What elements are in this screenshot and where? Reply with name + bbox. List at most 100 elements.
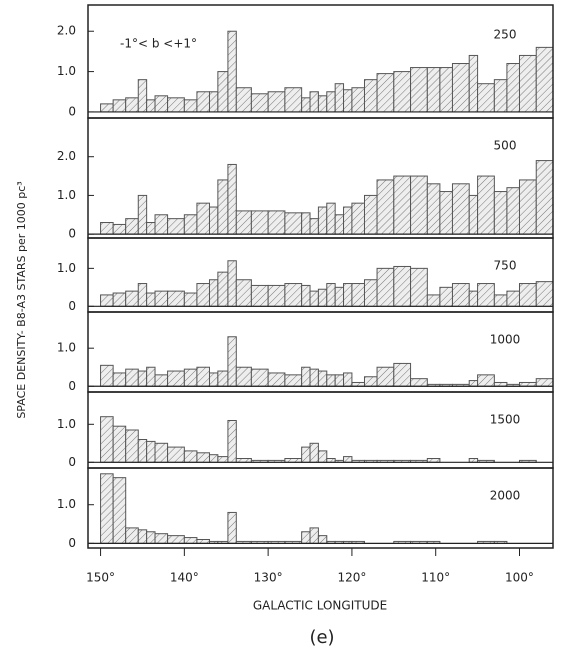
bar — [351, 87, 365, 113]
bar — [146, 440, 156, 463]
bar — [343, 283, 353, 307]
bar — [208, 279, 219, 307]
bar — [493, 79, 508, 113]
y-tick-label: 1.0 — [57, 341, 76, 355]
bar — [468, 290, 479, 307]
bar — [535, 281, 554, 307]
y-tick-label: 0 — [68, 455, 76, 469]
bar — [146, 99, 156, 113]
bar — [426, 183, 441, 235]
bar — [376, 366, 395, 387]
bar — [284, 374, 303, 387]
bar — [309, 290, 319, 307]
bar — [146, 292, 156, 307]
bar — [301, 212, 311, 235]
bar — [112, 223, 127, 235]
x-tick-label: 150° — [86, 571, 115, 585]
bar — [410, 67, 428, 113]
bar — [267, 372, 286, 387]
bar — [154, 374, 169, 387]
bar — [227, 420, 237, 463]
bar — [317, 370, 328, 387]
bar — [227, 163, 237, 235]
bar — [146, 222, 156, 235]
bar — [112, 372, 127, 387]
bar — [227, 260, 237, 307]
bar — [125, 527, 139, 544]
bar — [317, 450, 328, 463]
bar — [284, 283, 303, 307]
bar — [196, 366, 210, 387]
bar — [506, 63, 520, 113]
bar — [439, 286, 453, 307]
bar — [183, 368, 198, 387]
bar — [137, 529, 148, 544]
bar — [426, 294, 441, 307]
bar — [393, 265, 412, 307]
bar — [309, 368, 319, 387]
bar — [351, 283, 365, 307]
bar — [393, 175, 412, 235]
bar — [235, 279, 252, 307]
bar — [317, 206, 328, 235]
x-tick-label: 110° — [421, 571, 450, 585]
bar — [250, 210, 269, 235]
bar — [125, 429, 139, 463]
bar — [196, 452, 210, 463]
bar — [227, 511, 237, 544]
bar — [112, 477, 127, 544]
bar — [468, 380, 479, 387]
y-tick-label: 0 — [68, 379, 76, 393]
bar — [183, 537, 198, 544]
bar — [410, 175, 428, 235]
bar — [167, 370, 185, 387]
bar — [250, 368, 269, 387]
bar — [393, 362, 412, 387]
y-tick-label: 1.0 — [57, 64, 76, 78]
y-tick-label: 1.0 — [57, 417, 76, 431]
bar — [217, 370, 229, 387]
bar — [451, 63, 470, 113]
panel-label: 1000 — [490, 333, 521, 347]
bar — [284, 212, 303, 235]
bar — [309, 91, 319, 113]
panel-label: 250 — [494, 28, 517, 42]
bar — [183, 214, 198, 235]
bar — [137, 439, 148, 463]
bar — [410, 378, 428, 387]
bar — [217, 456, 229, 463]
bar — [196, 283, 210, 307]
bar — [334, 374, 345, 387]
bar — [326, 91, 336, 113]
bar — [146, 366, 156, 387]
y-tick-label: 0 — [68, 299, 76, 313]
bar — [477, 374, 495, 387]
bar — [112, 425, 127, 463]
bar — [154, 442, 169, 463]
y-tick-label: 1.0 — [57, 188, 76, 202]
bar — [343, 206, 353, 235]
panel-label: 750 — [494, 259, 517, 273]
bar — [317, 95, 328, 113]
bar — [451, 183, 470, 235]
bar — [235, 87, 252, 113]
bar — [301, 284, 311, 307]
bar — [451, 283, 470, 307]
bar — [518, 283, 537, 307]
y-tick-label: 2.0 — [57, 24, 76, 38]
bar — [493, 294, 508, 307]
bar — [125, 368, 139, 387]
bar — [376, 267, 395, 307]
y-tick-label: 2.0 — [57, 149, 76, 163]
bar — [137, 194, 148, 235]
bar — [334, 286, 345, 307]
bar — [217, 271, 229, 307]
bar — [343, 89, 353, 113]
bar — [301, 97, 311, 113]
bar — [334, 214, 345, 235]
bar — [317, 288, 328, 307]
bar — [506, 290, 520, 307]
bar — [518, 54, 537, 113]
bar — [154, 533, 169, 544]
bar — [363, 279, 378, 307]
